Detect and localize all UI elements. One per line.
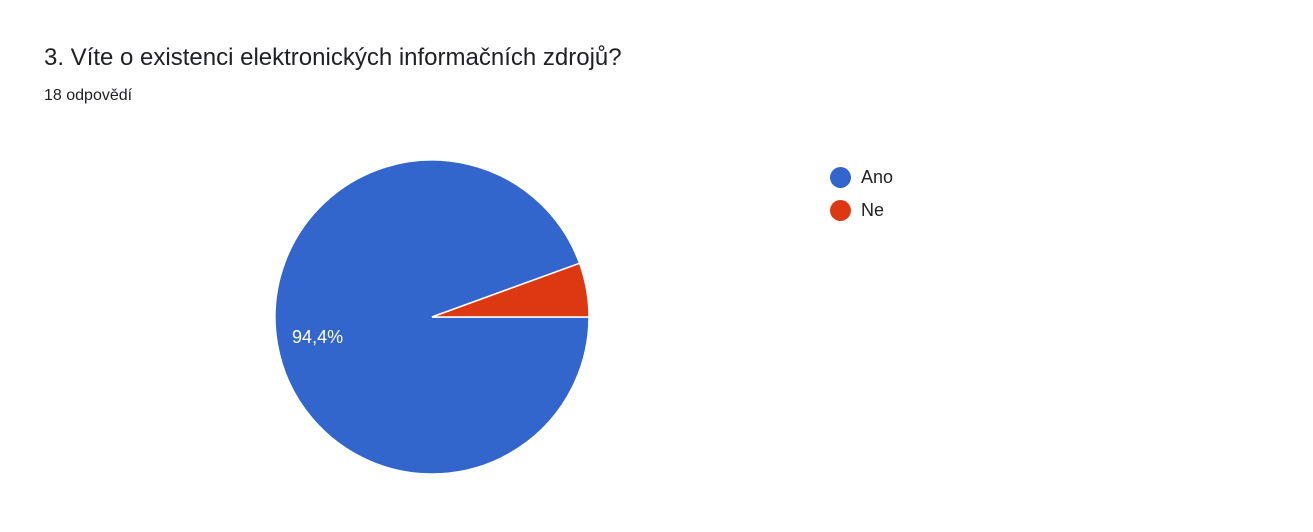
legend: Ano Ne <box>830 161 893 227</box>
pie-slice-ne[interactable] <box>431 262 590 318</box>
question-title: 3. Víte o existenci elektronických infor… <box>44 44 622 71</box>
response-count: 18 odpovědí <box>44 87 133 104</box>
legend-swatch <box>830 200 851 221</box>
legend-label: Ano <box>861 167 894 187</box>
legend-swatch <box>830 167 851 188</box>
legend-item-ano[interactable]: Ano <box>830 161 893 194</box>
data-label: 94,4% <box>292 327 343 347</box>
legend-label: Ne <box>861 200 885 220</box>
legend-item-ne[interactable]: Ne <box>830 194 893 227</box>
